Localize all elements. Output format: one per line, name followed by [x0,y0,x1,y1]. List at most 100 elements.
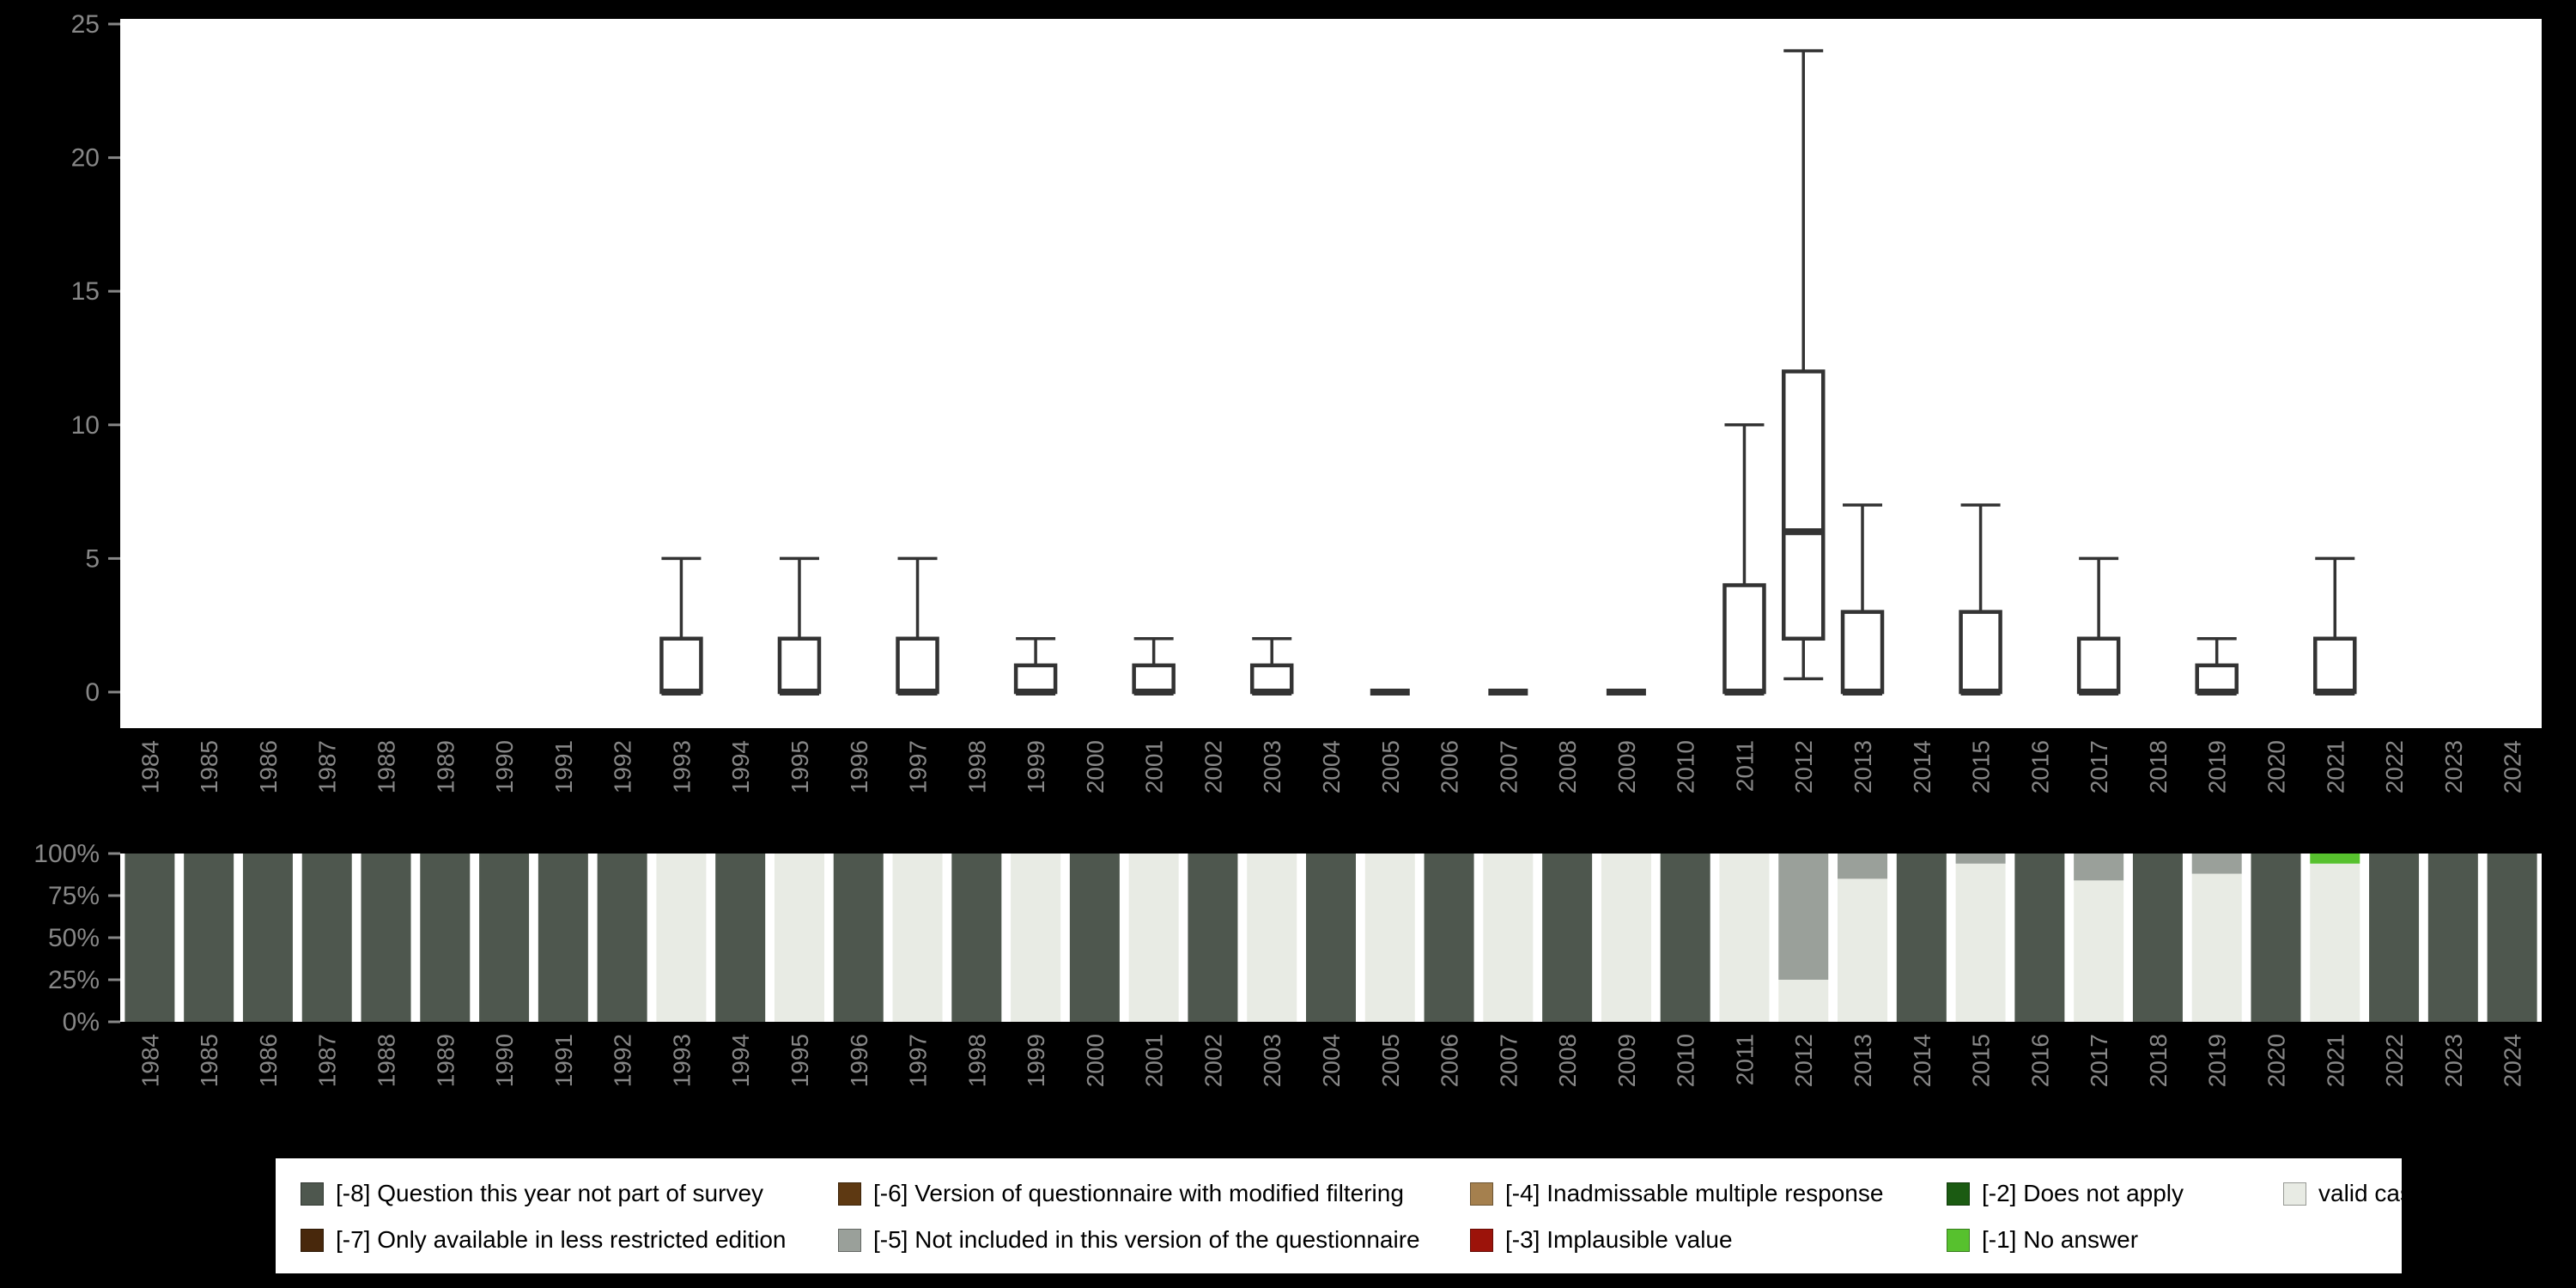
x-axis-year-label: 1987 [314,740,341,793]
bar-segment--8 [597,854,647,1022]
x-axis-year-label: 2001 [1141,740,1168,793]
box [2313,636,2357,695]
legend-label: valid cases [2318,1180,2438,1206]
pct-axis-tick-label: 0% [63,1008,100,1036]
x-axis-year-label-bottom: 2006 [1437,1034,1463,1087]
bar-segment-valid [1838,878,1888,1022]
legend-swatch-icon [301,1228,324,1252]
legend: [-8] Question this year not part of surv… [276,1158,2438,1273]
x-axis-year-label: 2022 [2381,740,2408,793]
x-axis-year-label-bottom: 1986 [255,1034,282,1087]
legend-item: [-3] Implausible value [1470,1228,1947,1252]
bar-segment--8 [833,854,884,1022]
legend-label: [-4] Inadmissable multiple response [1505,1180,1884,1206]
boxplot-panel [120,19,2542,728]
legend-label: [-2] Does not apply [1982,1180,2184,1206]
bar-segment-valid [2191,873,2242,1022]
x-axis-year-label: 1997 [905,740,932,793]
box [896,636,939,695]
y-axis-tick-label: 15 [71,277,100,306]
x-axis-year-label: 2008 [1554,740,1581,793]
x-axis-year-label: 1996 [846,740,872,793]
y-axis-tick-label: 10 [71,411,100,440]
x-axis-year-label-bottom: 2010 [1673,1034,1699,1087]
legend-swatch-icon [2283,1182,2306,1206]
x-axis-year-label: 1989 [432,740,459,793]
x-axis-year-label: 2013 [1850,740,1876,793]
x-axis-year-label: 1992 [610,740,636,793]
bar-segment--8 [1660,854,1710,1022]
x-axis-year-label: 2011 [1731,740,1758,792]
legend-item: [-6] Version of questionnaire with modif… [838,1182,1470,1206]
x-axis-year-label-bottom: 2021 [2322,1034,2348,1087]
x-axis-year-label: 1988 [374,740,400,793]
pct-axis-tick-label: 75% [48,882,100,910]
pct-axis-tick-label: 100% [33,840,100,868]
bar-segment-valid [1601,854,1651,1022]
x-axis-year-label: 2017 [2086,740,2112,793]
legend-label: [-7] Only available in less restricted e… [336,1226,787,1253]
x-axis-year-label-bottom: 1990 [491,1034,518,1087]
x-axis-year-label: 1990 [491,740,518,793]
legend-swatch-icon [1947,1228,1970,1252]
x-axis-year-label-bottom: 2005 [1377,1034,1404,1087]
bar-segment--8 [125,854,175,1022]
x-axis-year-label-bottom: 1998 [963,1034,990,1087]
x-axis-year-label-bottom: 1992 [610,1034,636,1087]
legend-swatch-icon [1470,1228,1493,1252]
legend-swatch-icon [301,1182,324,1206]
x-axis-year-label-bottom: 1994 [727,1034,754,1087]
bar-segment-valid [1778,980,1829,1022]
bar-segment-valid [2074,880,2124,1022]
bar-segment--5 [2191,854,2242,874]
bar-segment--8 [2251,854,2301,1022]
x-axis-year-label-bottom: 1993 [668,1034,695,1087]
x-axis-year-label: 2014 [1909,740,1935,793]
bar-segment-valid [1128,854,1179,1022]
bar-segment--8 [715,854,766,1022]
bar-segment-valid [2310,863,2360,1022]
box [2195,663,2239,695]
legend-item: [-4] Inadmissable multiple response [1470,1182,1947,1206]
legend-item: [-7] Only available in less restricted e… [301,1228,838,1252]
bar-segment-valid [1719,854,1770,1022]
x-axis-year-label: 1998 [963,740,990,793]
y-axis-tick-label: 20 [71,144,100,173]
box [2076,636,2121,695]
legend-label: [-8] Question this year not part of surv… [336,1180,764,1206]
bar-segment-valid [1364,854,1415,1022]
x-axis-year-label-bottom: 1995 [787,1034,813,1087]
bar-segment--1 [2310,854,2360,864]
legend-swatch-icon [838,1228,861,1252]
bar-segment--8 [1542,854,1593,1022]
x-axis-year-label: 2016 [2026,740,2053,793]
x-axis-year-label: 2020 [2263,740,2289,793]
bar-segment--5 [1778,854,1829,980]
x-axis-year-label-bottom: 1984 [137,1034,163,1087]
x-axis-year-label-bottom: 1989 [432,1034,459,1087]
x-axis-year-label-bottom: 2015 [1968,1034,1995,1087]
bar-segment--8 [2369,854,2420,1022]
bar-segment--8 [420,854,471,1022]
bar-segment-valid [656,854,707,1022]
bar-segment-valid [892,854,943,1022]
bar-segment--8 [184,854,234,1022]
x-axis-year-label-bottom: 2001 [1141,1034,1168,1087]
bar-segment--8 [1069,854,1120,1022]
legend-swatch-icon [838,1182,861,1206]
x-axis-year-label-bottom: 2014 [1909,1034,1935,1087]
x-axis-year-label-bottom: 2017 [2086,1034,2112,1087]
x-axis-year-label: 1985 [196,740,222,793]
x-axis-year-label-bottom: 2002 [1200,1034,1226,1087]
x-axis-year-label-bottom: 2018 [2145,1034,2172,1087]
box [1840,610,1885,695]
pct-axis-tick-label: 50% [48,924,100,952]
bar-segment--5 [1838,854,1888,879]
x-axis-year-label-bottom: 2008 [1554,1034,1581,1087]
box [1013,663,1058,695]
x-axis-year-label: 2012 [1790,740,1817,793]
x-axis-year-label: 2015 [1968,740,1995,793]
x-axis-year-label-bottom: 2019 [2204,1034,2231,1087]
